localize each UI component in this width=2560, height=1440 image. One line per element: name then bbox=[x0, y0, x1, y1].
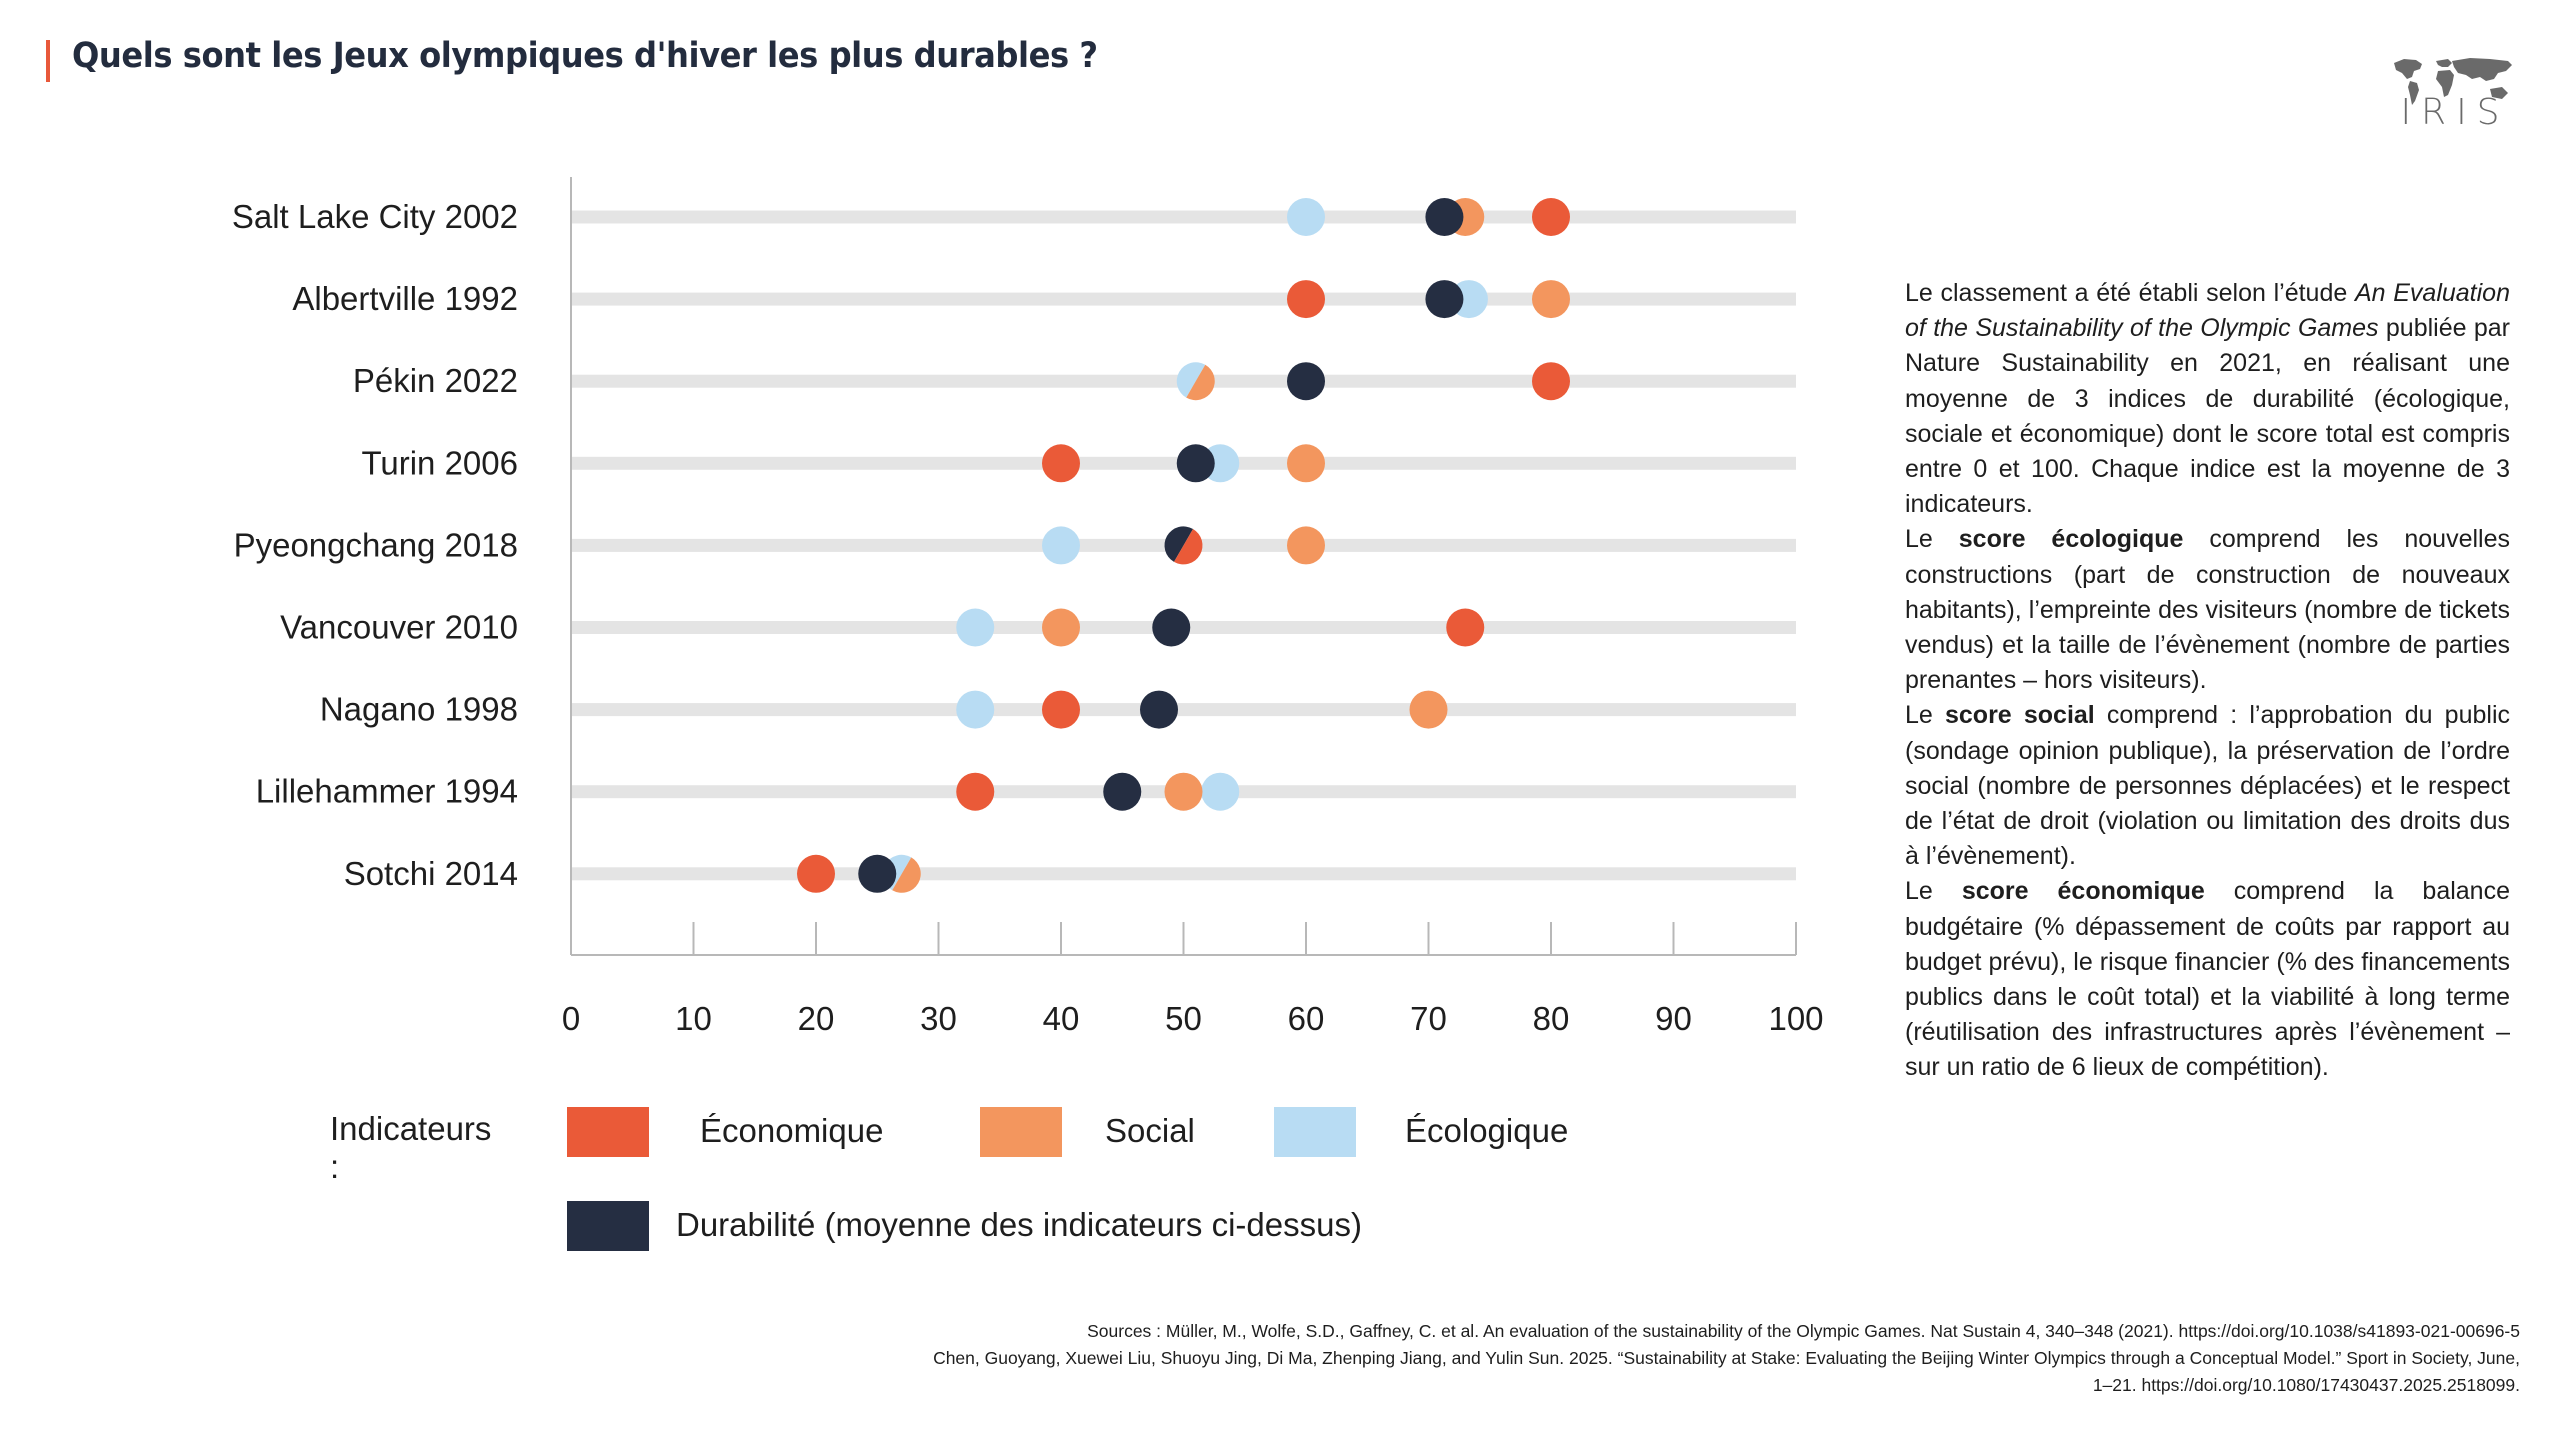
source-line: Sources : Müller, M., Wolfe, S.D., Gaffn… bbox=[1087, 1321, 2520, 1341]
page-title: Quels sont les Jeux olympiques d'hiver l… bbox=[72, 36, 1098, 76]
legend-label-economique: Économique bbox=[700, 1112, 884, 1149]
dot-economique bbox=[1532, 362, 1570, 401]
dot-social bbox=[1186, 364, 1215, 401]
category-label: Pyeongchang 2018 bbox=[234, 526, 518, 563]
x-tick-label: 30 bbox=[920, 1000, 957, 1037]
x-tick-label: 20 bbox=[798, 1000, 835, 1037]
dot-ecologique bbox=[1176, 362, 1206, 398]
dot-durabilite bbox=[1425, 280, 1464, 319]
dot-social bbox=[1287, 526, 1325, 565]
dot-economique bbox=[1174, 528, 1203, 565]
world-map-icon bbox=[2394, 58, 2512, 105]
text-span: Le bbox=[1905, 525, 1959, 554]
text-span: comprend les nouvelles constructions (pa… bbox=[1905, 525, 2510, 695]
social-score-paragraph: Le score social comprend : l’approbation… bbox=[1905, 698, 2510, 874]
dot-social bbox=[892, 857, 921, 893]
dot-social bbox=[1287, 444, 1325, 483]
bold-term: score écologique bbox=[1958, 525, 2184, 554]
study-title: An Evaluation of the Sustainability of t… bbox=[1905, 279, 2510, 343]
sources: Sources : Müller, M., Wolfe, S.D., Gaffn… bbox=[920, 1318, 2520, 1399]
legend-swatch-social bbox=[980, 1107, 1062, 1157]
bold-term: score économique bbox=[1961, 877, 2205, 906]
text-span: comprend : l’approbation du public (sond… bbox=[1905, 701, 2511, 871]
dot-social bbox=[1532, 280, 1570, 319]
row-track bbox=[571, 867, 1796, 881]
category-label: Pékin 2022 bbox=[353, 362, 518, 399]
legend-swatch-economique bbox=[567, 1107, 649, 1157]
dot-economique bbox=[1287, 280, 1325, 319]
x-tick-label: 50 bbox=[1165, 1000, 1202, 1037]
economic-score-paragraph: Le score économique comprend la balance … bbox=[1905, 874, 2510, 1085]
dot-social bbox=[1164, 772, 1203, 811]
category-label: Lillehammer 1994 bbox=[256, 773, 518, 810]
row-track bbox=[571, 210, 1796, 224]
x-tick-label: 70 bbox=[1410, 1000, 1447, 1037]
category-label: Nagano 1998 bbox=[320, 691, 518, 728]
dot-economique bbox=[1532, 198, 1570, 236]
dot-economique bbox=[1042, 690, 1080, 729]
legend-title: Indicateurs : bbox=[330, 1110, 492, 1185]
legend-swatch-durabilite bbox=[567, 1201, 649, 1251]
dot-durabilite bbox=[1103, 772, 1142, 811]
dot-durabilite bbox=[1140, 690, 1178, 729]
bold-term: score social bbox=[1944, 701, 2095, 730]
x-tick-label: 0 bbox=[562, 1000, 580, 1037]
category-label: Sotchi 2014 bbox=[344, 855, 518, 892]
legend-label-social: Social bbox=[1105, 1112, 1195, 1149]
row-track bbox=[571, 292, 1796, 306]
ecological-score-paragraph: Le score écologique comprend les nouvell… bbox=[1905, 522, 2510, 698]
methodology-paragraph: Le classement a été établi selon l’étude… bbox=[1905, 276, 2510, 522]
text-span: Le bbox=[1905, 877, 1962, 906]
text-span: Le bbox=[1905, 701, 1945, 730]
dot-ecologique bbox=[956, 608, 995, 647]
title-accent-bar bbox=[46, 40, 50, 82]
x-tick-label: 40 bbox=[1043, 1000, 1080, 1037]
dot-ecologique bbox=[1201, 772, 1240, 811]
dot-durabilite bbox=[1287, 362, 1325, 401]
dot-durabilite bbox=[1164, 526, 1193, 562]
logo-text: IRIS bbox=[2400, 92, 2510, 133]
x-tick-label: 80 bbox=[1533, 1000, 1570, 1037]
dot-durabilite bbox=[1176, 444, 1215, 483]
text-span: Le classement a été établi selon l’étude bbox=[1905, 279, 2355, 307]
dot-durabilite bbox=[1152, 608, 1191, 647]
text-span: publiée par Nature Sustainability en 202… bbox=[1905, 314, 2511, 519]
dot-ecologique bbox=[956, 690, 995, 729]
legend-swatch-ecologique bbox=[1274, 1107, 1356, 1157]
source-line: Chen, Guoyang, Xuewei Liu, Shuoyu Jing, … bbox=[933, 1348, 2520, 1395]
dot-economique bbox=[1446, 608, 1485, 647]
dot-durabilite bbox=[1425, 198, 1464, 236]
x-tick-label: 10 bbox=[675, 1000, 712, 1037]
dot-social bbox=[1409, 690, 1448, 729]
x-tick-label: 100 bbox=[1768, 1000, 1823, 1037]
dot-ecologique bbox=[1287, 198, 1325, 236]
dot-economique bbox=[797, 854, 835, 893]
x-tick-label: 90 bbox=[1655, 1000, 1692, 1037]
dot-social bbox=[1042, 608, 1080, 647]
dot-durabilite bbox=[858, 854, 897, 893]
legend-label-ecologique: Écologique bbox=[1405, 1112, 1569, 1149]
category-label: Albertville 1992 bbox=[292, 280, 518, 317]
row-track bbox=[571, 703, 1796, 717]
dot-economique bbox=[1042, 444, 1080, 483]
category-label: Turin 2006 bbox=[361, 444, 518, 481]
legend-label-durabilite: Durabilité (moyenne des indicateurs ci-d… bbox=[676, 1206, 1362, 1243]
category-label: Vancouver 2010 bbox=[280, 609, 518, 646]
dot-economique bbox=[956, 772, 995, 811]
x-tick-label: 60 bbox=[1288, 1000, 1325, 1037]
text-span: comprend la balance budgétaire (% dépass… bbox=[1905, 877, 2510, 1082]
methodology-text: Le classement a été établi selon l’étude… bbox=[1905, 276, 2510, 1086]
category-label: Salt Lake City 2002 bbox=[232, 198, 518, 235]
dot-ecologique bbox=[1042, 526, 1080, 565]
